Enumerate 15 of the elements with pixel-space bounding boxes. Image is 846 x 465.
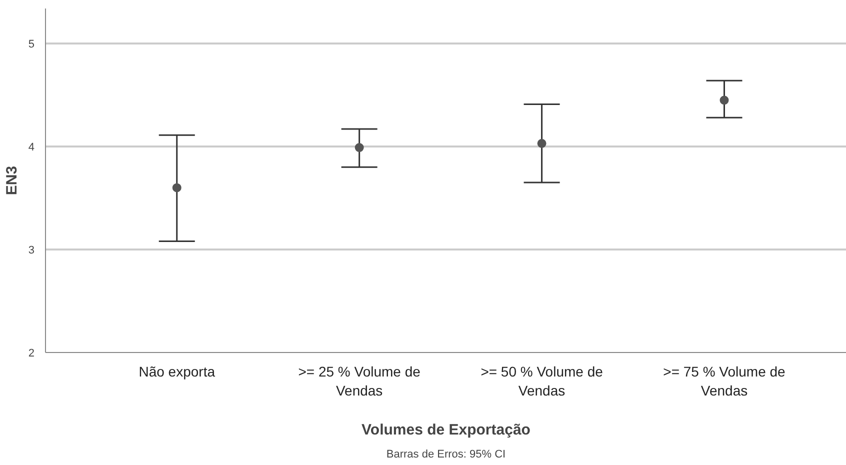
x-tick-label: >= 50 % Volume de Vendas [480,364,604,399]
x-tick-label: Não exporta [138,364,216,380]
text: Barras de Erros: 95% CI [386,448,506,460]
point [537,138,546,148]
x-tick-label: >= 25 % Volume de Vendas [298,364,421,399]
y-tick-label: 2 [28,348,35,360]
x-axis-title: Volumes de Exportação [362,422,530,439]
y-tick-label: 3 [28,244,35,257]
y-tick-label: 5 [28,38,35,51]
y-tick-label: 4 [28,142,35,154]
point [354,143,364,152]
x-tick-label: >= 75 % Volume de Vendas [663,364,786,399]
point [172,183,182,192]
y-axis-title: EN3 [3,166,20,196]
point [720,96,729,105]
